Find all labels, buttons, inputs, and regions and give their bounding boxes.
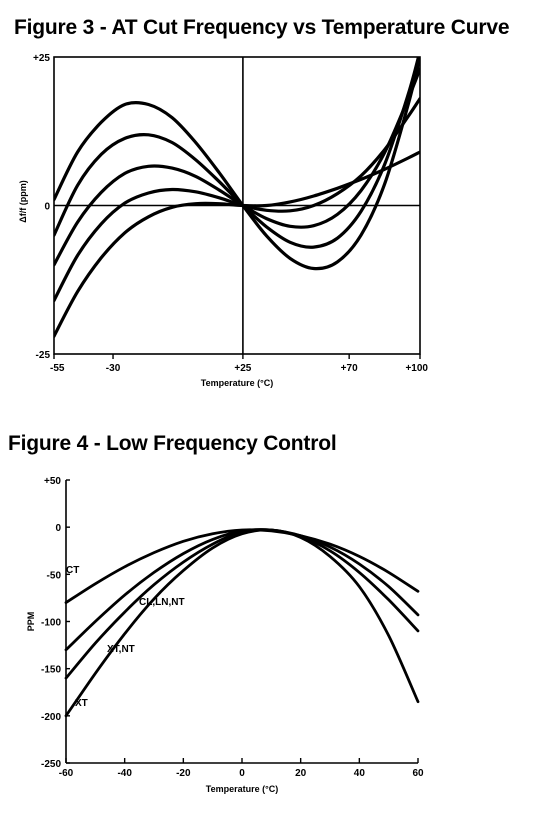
figure4-x-tick-label: -40 [117,768,132,779]
figure4-y-tick-label: -150 [41,665,61,676]
figure4-curves [64,528,420,718]
figure3-chart: -55 -30 +25 +70 +100 +25 0 -25 Temperature (°C)… [18,53,428,388]
figure3-y-tick-label: -25 [36,350,51,361]
figure4-x-tick-label: 40 [354,768,366,779]
figure4-title: Figure 4 - Low Frequency Control [8,432,337,455]
figure4-series-line-4 [64,528,420,718]
figure4-curve-label: XT [75,698,88,709]
figure3-curves [54,57,420,338]
figure4-series-line-1 [64,528,420,604]
figure4-y-tick-label: -200 [41,712,61,723]
figure4-y-tick-label: -100 [41,618,61,629]
figure3-x-tick-label: +25 [234,363,251,374]
figure4-y-axis-label: PPM [26,612,36,632]
figure4-curve-label: XT,NT [107,644,135,655]
figure4-x-tick-label: -60 [59,768,74,779]
figure4-y-tick-label: -250 [41,759,61,770]
figure4-curve-label: CT [66,565,79,576]
figure3-x-tick-label: -55 [50,363,65,374]
figure3-y-tick-label: 0 [44,202,50,213]
figure4-ticks: -60 -40 -20 0 20 40 60+500-50-100-150-200-250 [41,476,424,779]
figure3-x-tick-label: +70 [341,363,358,374]
figure4-x-tick-label: -20 [176,768,191,779]
figure4-y-tick-label: 0 [55,523,61,534]
figure4-x-tick-label: 0 [239,768,245,779]
figure4-series-line-3 [64,528,420,680]
figure3-y-tick-label: +25 [33,53,50,64]
figure3-x-axis-label: Temperature (°C) [201,378,273,388]
figure4-y-tick-label: +50 [44,476,61,487]
figure4-axes [65,480,418,764]
figure4-x-axis-label: Temperature (°C) [206,784,278,794]
figure3-series-line-5 [54,150,420,338]
figure4-x-tick-label: 20 [295,768,307,779]
figure3-ticks: -55 -30 +25 +70 +100 +25 0 -25 [33,53,428,374]
figure3-title: Figure 3 - AT Cut Frequency vs Temperatu… [14,16,510,39]
figure4-x-tick-label: 60 [412,768,424,779]
figure4-curve-labels: CT CL,LN,NT XT,NT XT [66,565,185,709]
figure4-series-line-2 [64,528,420,652]
figure4-y-tick-label: -50 [47,570,62,581]
figure4-curve-label: CL,LN,NT [139,597,185,608]
figure3-y-axis-label: Δf/f (ppm) [18,180,28,222]
figure3-x-tick-label: +100 [405,363,428,374]
figure3-x-tick-label: -30 [106,363,121,374]
